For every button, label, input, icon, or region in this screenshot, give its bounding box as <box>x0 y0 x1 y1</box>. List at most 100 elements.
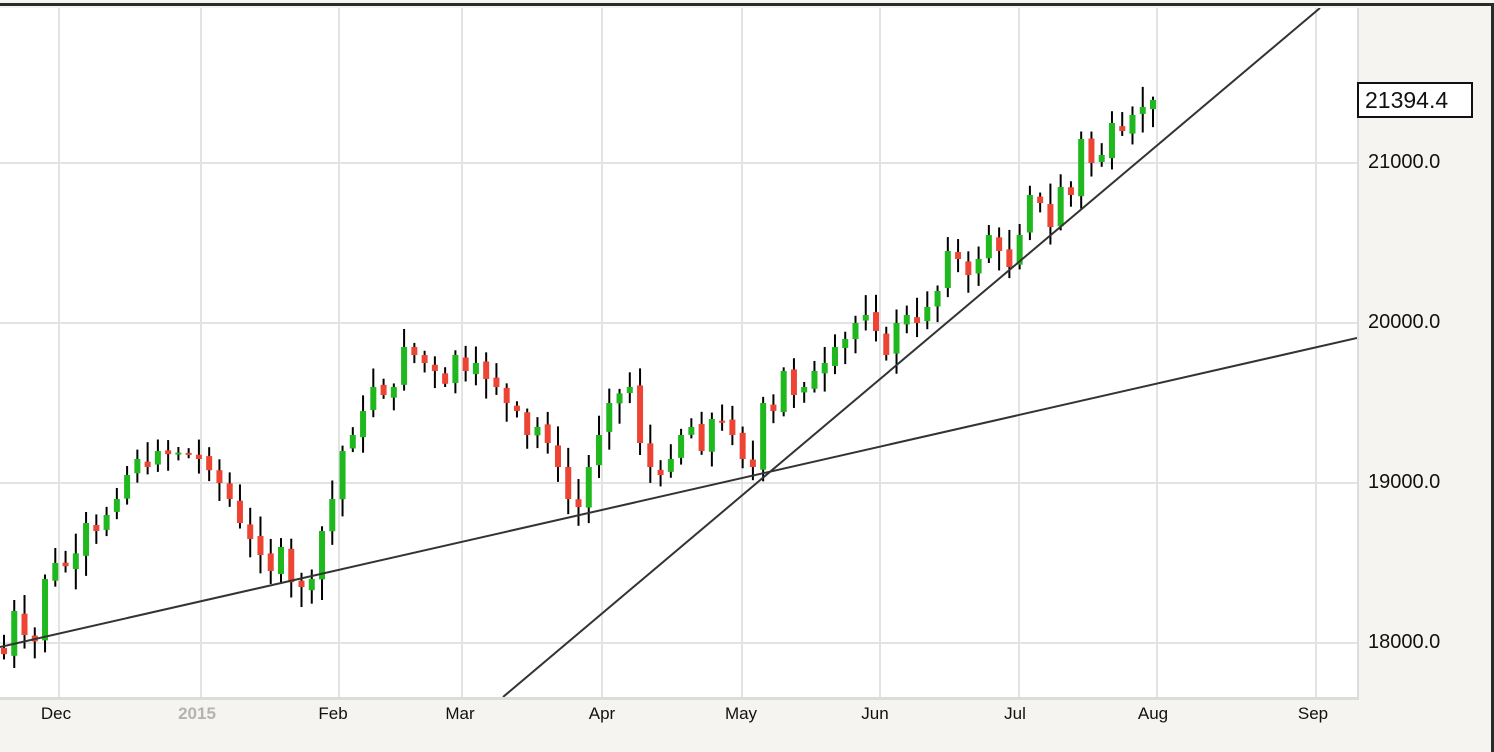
candle-body-up <box>113 499 120 512</box>
candle-body-down <box>647 443 654 467</box>
candle-body-up <box>842 339 849 348</box>
candle-body-down <box>462 357 469 371</box>
candle-body-up <box>1057 187 1064 227</box>
x-tick-dec: Dec <box>40 704 72 723</box>
candle-body-up <box>862 315 869 321</box>
candle-body-up <box>390 387 397 398</box>
candle-body-down <box>637 385 644 443</box>
candle-body-up <box>277 547 284 575</box>
candle-body-down <box>247 524 254 539</box>
y-tick-19000: 19000.0 <box>1368 471 1441 493</box>
candle-body-up <box>924 307 931 322</box>
candle-body-up <box>1098 155 1105 162</box>
candle-body-down <box>914 317 921 323</box>
candle-body-down <box>1 647 7 655</box>
candle-body-up <box>1078 139 1085 197</box>
trendline-short-term <box>502 8 1321 697</box>
candle-body-down <box>1006 249 1013 267</box>
candle-body-down <box>195 454 202 459</box>
candle-body-up <box>534 427 541 436</box>
candle-body-down <box>288 548 295 583</box>
x-tick-feb: Feb <box>318 704 348 723</box>
candle-body-up <box>319 531 326 580</box>
x-tick-mar: Mar <box>445 704 475 723</box>
candle-body-up <box>42 579 49 641</box>
right-border <box>1491 3 1494 752</box>
candle-body-up <box>811 371 818 389</box>
candle-body-up <box>596 435 603 466</box>
candle-body-up <box>975 259 982 274</box>
trendline-long-term <box>0 337 1357 648</box>
candle-body-down <box>657 469 664 475</box>
candle-body-down <box>565 467 572 499</box>
candle-body-down <box>513 405 520 411</box>
x-tick-2015: 2015 <box>178 704 216 723</box>
x-tick-sep: Sep <box>1297 704 1329 723</box>
candle-body-up <box>452 355 459 384</box>
candle-body-down <box>236 500 243 523</box>
candle-body-down <box>185 452 192 455</box>
last-price-badge: 21394.4 <box>1357 82 1473 118</box>
candle-body-up <box>329 499 336 532</box>
x-tick-jul: Jul <box>1004 704 1026 723</box>
candle-body-down <box>524 412 531 435</box>
candle-body-up <box>1139 107 1146 114</box>
candle-body-down <box>575 499 582 507</box>
candle-body-down <box>955 252 962 259</box>
candle-body-up <box>985 235 992 259</box>
candle-body-down <box>790 369 797 395</box>
candle-body-up <box>893 323 900 354</box>
candle-body-up <box>688 427 695 435</box>
candle-body-up <box>72 553 79 570</box>
candle-body-up <box>308 579 315 591</box>
candle-body-up <box>339 451 346 500</box>
candle-body-down <box>1119 126 1126 131</box>
candle-body-up <box>175 452 182 455</box>
candle-body-up <box>821 363 828 374</box>
candle-body-up <box>606 403 613 432</box>
candle-body-up <box>944 251 951 289</box>
candle-body-up <box>760 403 767 470</box>
candle-body-down <box>206 456 213 471</box>
candle-body-down <box>503 387 510 403</box>
candle-body-down <box>257 536 264 555</box>
candle-body-down <box>411 347 418 355</box>
candle-body-down <box>216 470 223 483</box>
candle-body-down <box>1067 187 1074 195</box>
candle-body-down <box>1088 138 1095 163</box>
candle-body-up <box>1108 123 1115 159</box>
candle-body-down <box>544 424 551 443</box>
y-tick-18000: 18000.0 <box>1368 631 1441 653</box>
candle-body-up <box>801 387 808 393</box>
candlestick-chart[interactable] <box>0 8 1357 697</box>
x-tick-aug: Aug <box>1137 704 1169 723</box>
candle-body-up <box>124 475 131 499</box>
candle-body-down <box>431 364 438 371</box>
candle-body-up <box>11 611 18 656</box>
candle-body-up <box>616 393 623 404</box>
candle-body-up <box>401 347 408 385</box>
candle-body-down <box>493 377 500 387</box>
x-tick-jun: Jun <box>861 704 889 723</box>
candle-body-down <box>442 373 449 384</box>
candle-body-down <box>1047 203 1054 227</box>
top-border <box>0 3 1494 6</box>
candle-body-up <box>678 435 685 458</box>
candle-body-up <box>472 363 479 375</box>
candle-body-down <box>483 361 490 379</box>
candle-body-down <box>996 237 1003 251</box>
candle-body-up <box>1026 195 1033 233</box>
candle-body-down <box>165 450 172 455</box>
candle-body-down <box>739 432 746 459</box>
candle-body-down <box>144 461 151 467</box>
candle-body-up <box>83 523 90 556</box>
candle-body-down <box>965 261 972 275</box>
y-tick-21000: 21000.0 <box>1368 151 1441 173</box>
candle-body-up <box>134 459 141 474</box>
candle-body-down <box>873 312 880 331</box>
candle-body-down <box>62 562 69 567</box>
candle-body-down <box>421 355 428 363</box>
plot-area[interactable] <box>0 8 1359 700</box>
candle-body-up <box>708 419 715 452</box>
